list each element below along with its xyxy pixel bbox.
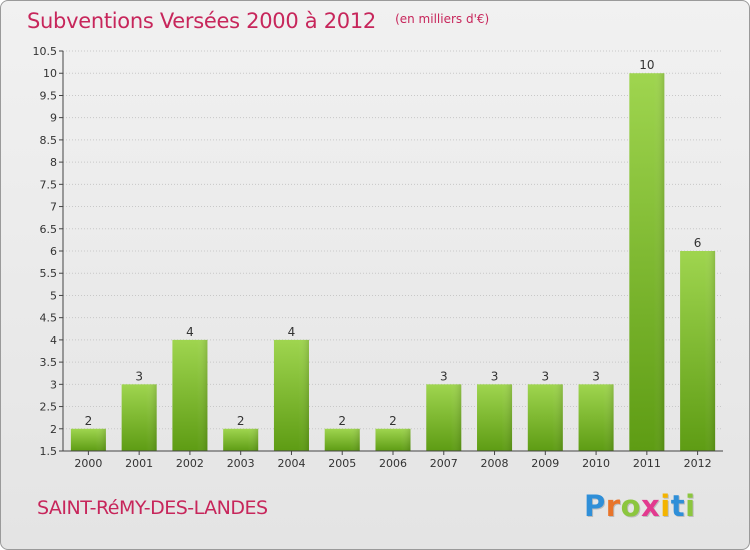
bar-shade (121, 384, 157, 451)
x-tick-label: 2011 (633, 457, 661, 470)
bar-shade (629, 73, 665, 451)
bar-value-label: 2 (237, 414, 245, 428)
y-tick-label: 4 (50, 334, 57, 347)
y-tick-label: 5.5 (40, 267, 58, 280)
x-tick-label: 2000 (74, 457, 102, 470)
y-tick-label: 7.5 (40, 178, 58, 191)
grid-lines (63, 50, 723, 430)
x-tick-label: 2003 (227, 457, 255, 470)
bar-shade (223, 428, 259, 451)
logo-letter: x (641, 489, 661, 523)
proxiti-logo: Proxiti (584, 489, 696, 523)
logo-letter: o (620, 489, 642, 523)
y-tick-label: 6.5 (40, 223, 58, 236)
bar-value-label: 3 (592, 369, 600, 383)
chart-title: Subventions Versées 2000 à 2012 (27, 9, 376, 33)
x-tick-label: 2007 (430, 457, 458, 470)
x-tick-label: 2005 (328, 457, 356, 470)
y-tick-label: 10 (43, 67, 57, 80)
bar-shade (527, 384, 563, 451)
y-tick-label: 10.5 (33, 45, 58, 58)
x-tick-label: 2001 (125, 457, 153, 470)
title-row: Subventions Versées 2000 à 2012 (en mill… (27, 9, 489, 33)
x-tick-label: 2010 (582, 457, 610, 470)
bar-value-label: 3 (491, 369, 499, 383)
x-tick-label: 2002 (176, 457, 204, 470)
axes (59, 50, 723, 455)
x-tick-label: 2008 (481, 457, 509, 470)
bar-value-label: 4 (288, 325, 296, 339)
bar-value-label: 2 (85, 414, 93, 428)
bar-shade (578, 384, 614, 451)
bar-value-label: 3 (541, 369, 549, 383)
x-tick-label: 2009 (531, 457, 559, 470)
bar-shade (477, 384, 513, 451)
y-tick-label: 6 (50, 245, 57, 258)
y-tick-label: 2.5 (40, 401, 58, 414)
bar-value-label: 6 (694, 236, 702, 250)
y-tick-label: 4.5 (40, 312, 58, 325)
bar-shade (172, 339, 208, 451)
labels: 1.5 2 2.5 3 3.5 4 4.5 5 5.5 6 6.5 7 7.5 8 8.5 9 9.5 10 10.… (33, 45, 712, 470)
bar-value-label: 3 (440, 369, 448, 383)
y-tick-label: 3.5 (40, 356, 58, 369)
bar-shade (70, 428, 106, 451)
logo-letter: r (605, 489, 621, 523)
bar-value-label: 4 (186, 325, 194, 339)
logo-letter: i (660, 489, 671, 523)
x-tick-label: 2004 (277, 457, 305, 470)
bars (70, 73, 716, 451)
y-tick-label: 8.5 (40, 134, 58, 147)
bar-shade (375, 428, 411, 451)
bar-value-label: 3 (135, 369, 143, 383)
x-tick-label: 2006 (379, 457, 407, 470)
y-tick-label: 5 (50, 289, 57, 302)
logo-letter: t (670, 489, 686, 523)
y-tick-label: 1.5 (40, 445, 58, 458)
bar-shade (680, 251, 716, 451)
logo-letter: i (685, 489, 696, 523)
bar-value-label: 10 (639, 58, 654, 72)
logo-letter: P (584, 489, 606, 523)
bar-shade (324, 428, 360, 451)
bar-value-label: 2 (338, 414, 346, 428)
y-tick-label: 9 (50, 112, 57, 125)
y-tick-label: 2 (50, 423, 57, 436)
y-tick-label: 3 (50, 378, 57, 391)
bar-shade (273, 339, 309, 451)
chart-subtitle: (en milliers d'€) (395, 12, 490, 26)
bar-value-label: 2 (389, 414, 397, 428)
y-tick-label: 8 (50, 156, 57, 169)
x-tick-label: 2012 (684, 457, 712, 470)
bar-shade (426, 384, 462, 451)
y-tick-label: 9.5 (40, 89, 58, 102)
commune-name: SAINT-RéMY-DES-LANDES (37, 497, 268, 519)
y-tick-label: 7 (50, 201, 57, 214)
